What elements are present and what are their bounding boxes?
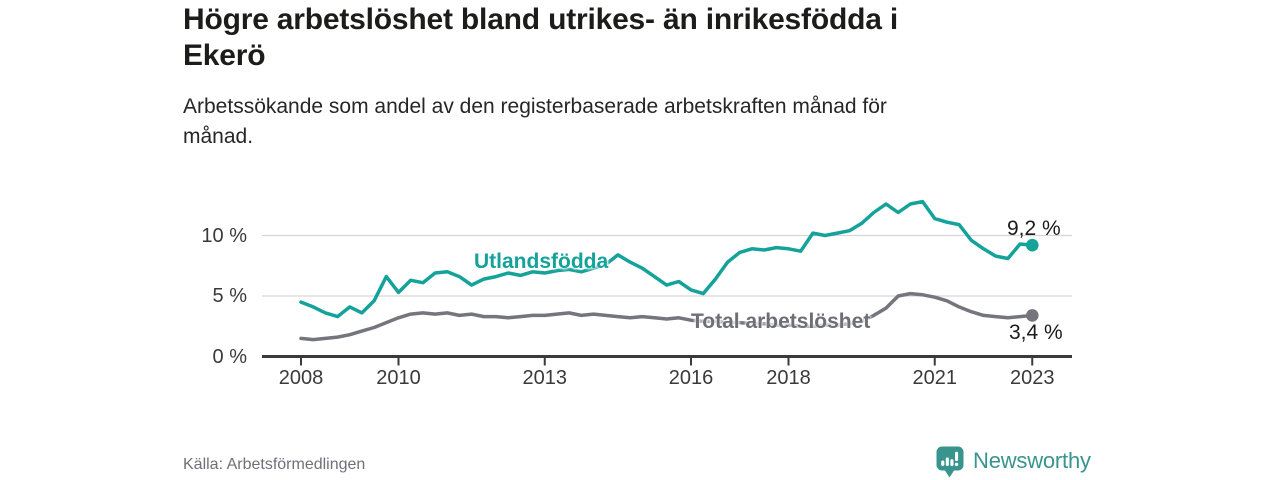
y-axis-tick-label: 0 % <box>212 345 247 368</box>
source-note: Källa: Arbetsförmedlingen <box>183 456 366 473</box>
chart-subtitle: Arbetssökande som andel av den registerb… <box>183 95 887 148</box>
series-label-utlandsfodda: Utlandsfödda <box>474 250 609 273</box>
series-end-dot-total-arbetsloshet <box>1026 309 1039 322</box>
y-axis-tick-label: 5 % <box>212 285 247 307</box>
x-axis-tick-label: 2023 <box>1010 367 1055 389</box>
newsworthy-chart-bubble-icon <box>936 446 964 478</box>
chart-title: Högre arbetslöshet bland utrikes- än inr… <box>183 3 898 72</box>
newsworthy-wordmark: Newsworthy <box>973 448 1091 473</box>
x-axis-tick-label: 2018 <box>766 367 811 389</box>
x-axis-tick-label: 2021 <box>912 367 958 389</box>
x-axis-tick-label: 2016 <box>668 367 714 389</box>
series-line-utlandsfodda <box>299 199 1035 319</box>
series-end-dot-utlandsfodda <box>1026 238 1039 252</box>
x-axis-tick-label: 2010 <box>376 367 421 389</box>
x-axis-tick-label: 2008 <box>278 367 324 389</box>
end-value-label-total: 3,4 % <box>1009 321 1063 344</box>
series-label-total-arbetsloshet: Total arbetslöshet <box>691 310 871 333</box>
x-axis-tick-label: 2013 <box>522 367 568 389</box>
y-axis-tick-label: 10 % <box>201 224 247 247</box>
end-value-label-utlandsfodda: 9,2 % <box>1007 217 1061 240</box>
series-line-total-arbetsloshet <box>299 291 1035 342</box>
